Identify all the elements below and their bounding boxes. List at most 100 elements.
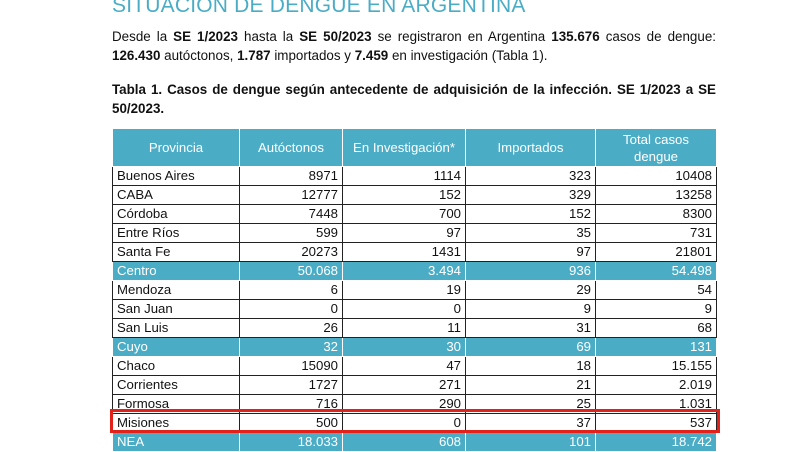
intro-paragraph: Desde la SE 1/2023 hasta la SE 50/2023 s… [112,27,716,65]
province-cell: Corrientes [112,375,240,395]
value-cell: 2.019 [595,375,717,395]
importados-count: 1.787 [237,48,271,63]
value-cell: 12777 [239,185,343,205]
value-cell: 290 [342,394,466,414]
total-cases: 135.676 [551,29,600,44]
table-row: Chaco 15090 47 18 15.155 [112,356,717,376]
intro-text: autóctonos, [160,48,238,63]
se-end: SE 50/2023 [299,29,372,44]
table-row: Misiones 500 0 37 537 [112,413,717,433]
value-cell: 15090 [239,356,343,376]
table-row: Santa Fe 20273 1431 97 21801 [112,242,717,262]
autoctonos-count: 126.430 [112,48,161,63]
province-cell: Centro [112,261,240,281]
table-row: Buenos Aires 8971 1114 323 10408 [112,166,717,186]
value-cell: 13258 [595,185,717,205]
province-cell: Misiones [112,413,240,433]
value-cell: 37 [465,413,596,433]
value-cell: 18 [465,356,596,376]
region-total-row: NEA 18.033 608 101 18.742 [112,432,717,452]
value-cell: 271 [342,375,466,395]
value-cell: 32 [239,337,343,357]
value-cell: 18.742 [595,432,717,452]
value-cell: 101 [465,432,596,452]
province-cell: Santa Fe [112,242,240,262]
value-cell: 0 [342,299,466,319]
intro-text: importados y [270,48,355,63]
value-cell: 69 [465,337,596,357]
value-cell: 323 [465,166,596,186]
value-cell: 1727 [239,375,343,395]
table-row: Córdoba 7448 700 152 8300 [112,204,717,224]
value-cell: 936 [465,261,596,281]
value-cell: 731 [595,223,717,243]
province-cell: San Juan [112,299,240,319]
province-cell: Córdoba [112,204,240,224]
table-row: San Luis 26 11 31 68 [112,318,717,338]
value-cell: 31 [465,318,596,338]
province-cell: Chaco [112,356,240,376]
table-caption: Tabla 1. Casos de dengue según anteceden… [112,82,716,116]
table-row: Mendoza 6 19 29 54 [112,280,717,300]
value-cell: 15.155 [595,356,717,376]
column-header-total: Total casos dengue [595,128,717,167]
province-cell: Formosa [112,394,240,414]
province-cell: NEA [112,432,240,452]
value-cell: 0 [239,299,343,319]
value-cell: 500 [239,413,343,433]
province-cell: San Luis [112,318,240,338]
value-cell: 131 [595,337,717,357]
value-cell: 6 [239,280,343,300]
table-header-row: Provincia Autóctonos En Investigación* I… [112,128,717,167]
value-cell: 26 [239,318,343,338]
value-cell: 18.033 [239,432,343,452]
table-row: Corrientes 1727 271 21 2.019 [112,375,717,395]
region-total-row: Centro 50.068 3.494 936 54.498 [112,261,717,281]
value-cell: 97 [342,223,466,243]
value-cell: 7448 [239,204,343,224]
table-row: CABA 12777 152 329 13258 [112,185,717,205]
province-cell: Buenos Aires [112,166,240,186]
column-header-en-investigacion: En Investigación* [342,128,466,167]
value-cell: 21 [465,375,596,395]
value-cell: 608 [342,432,466,452]
value-cell: 1114 [342,166,466,186]
value-cell: 29 [465,280,596,300]
value-cell: 68 [595,318,717,338]
intro-text: casos de dengue: [599,29,716,44]
province-cell: Mendoza [112,280,240,300]
value-cell: 21801 [595,242,717,262]
province-cell: Cuyo [112,337,240,357]
value-cell: 10408 [595,166,717,186]
value-cell: 3.494 [342,261,466,281]
value-cell: 329 [465,185,596,205]
column-header-provincia: Provincia [112,128,240,167]
value-cell: 9 [595,299,717,319]
value-cell: 54.498 [595,261,717,281]
value-cell: 97 [465,242,596,262]
value-cell: 8971 [239,166,343,186]
province-cell: CABA [112,185,240,205]
value-cell: 30 [342,337,466,357]
investigacion-count: 7.459 [354,48,389,63]
value-cell: 19 [342,280,466,300]
dengue-cases-table: Provincia Autóctonos En Investigación* I… [112,128,717,452]
table-row: Entre Ríos 599 97 35 731 [112,223,717,243]
intro-text: hasta la [238,29,300,44]
column-header-autoctonos: Autóctonos [239,128,343,167]
value-cell: 50.068 [239,261,343,281]
province-cell: Entre Ríos [112,223,240,243]
value-cell: 54 [595,280,717,300]
table-row: Formosa 716 290 25 1.031 [112,394,717,414]
region-total-row: Cuyo 32 30 69 131 [112,337,717,357]
value-cell: 25 [465,394,596,414]
value-cell: 35 [465,223,596,243]
value-cell: 152 [342,185,466,205]
value-cell: 11 [342,318,466,338]
intro-text: Desde la [112,29,174,44]
table-row: San Juan 0 0 9 9 [112,299,717,319]
value-cell: 9 [465,299,596,319]
intro-text: se registraron en Argentina [371,29,552,44]
value-cell: 8300 [595,204,717,224]
column-header-importados: Importados [465,128,596,167]
